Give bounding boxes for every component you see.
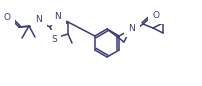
Text: O: O <box>3 12 11 22</box>
Text: S: S <box>51 34 57 44</box>
Text: O: O <box>152 10 159 20</box>
Text: H: H <box>36 17 42 26</box>
Text: N: N <box>54 12 61 20</box>
Text: N: N <box>128 23 135 33</box>
Text: N: N <box>35 15 42 23</box>
